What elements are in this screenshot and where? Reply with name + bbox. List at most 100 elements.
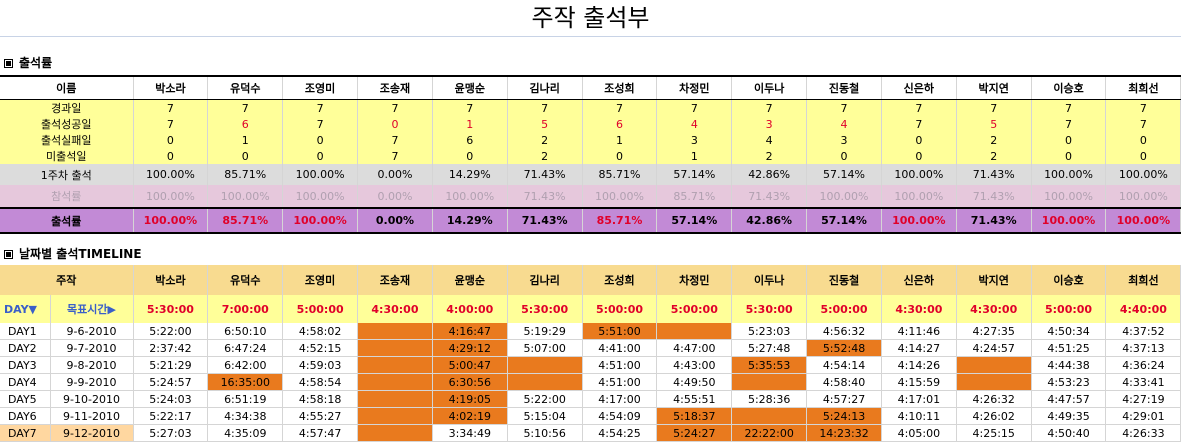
name-cell[interactable]: 유덕수 [207,75,284,100]
stat-value-cell[interactable]: 7 [881,116,957,132]
name-cell[interactable]: 유덕수 [207,265,284,295]
stat-value-cell[interactable]: 5 [956,116,1032,132]
stat-value-cell[interactable]: 7 [133,99,209,116]
stat-value-cell[interactable]: 100.00% [282,185,359,208]
time-cell[interactable]: 4:47:57 [1031,390,1107,408]
stat-value-cell[interactable]: 7 [956,99,1032,116]
time-cell[interactable]: 4:37:52 [1105,323,1181,340]
stat-value-cell[interactable]: 85.71% [582,207,658,234]
time-cell[interactable]: 2:37:42 [133,339,209,357]
time-cell[interactable]: 4:44:38 [1031,356,1107,374]
stat-value-cell[interactable]: 100.00% [207,185,284,208]
stat-value-cell[interactable]: 100.00% [881,207,957,234]
date-cell[interactable]: 9-12-2010 [50,424,134,442]
name-cell[interactable]: 조성희 [582,265,658,295]
stat-value-cell[interactable]: 0 [282,148,359,164]
time-cell[interactable]: 6:30:56 [432,373,508,391]
name-cell[interactable]: 김나리 [507,265,583,295]
time-cell[interactable]: 4:05:00 [881,424,957,442]
stat-value-cell[interactable]: 100.00% [282,207,359,234]
name-cell[interactable]: 박지연 [956,265,1032,295]
stat-value-cell[interactable]: 7 [207,99,284,116]
time-cell[interactable]: 5:00:47 [432,356,508,374]
goal-time-cell[interactable]: 5:30:00 [731,295,808,323]
time-cell[interactable]: 4:26:02 [956,407,1032,425]
stat-value-cell[interactable]: 7 [582,99,658,116]
name-header-cell[interactable]: 이름 [0,75,134,100]
time-cell[interactable]: 5:51:00 [582,323,658,340]
stat-label-cell[interactable]: 출석성공일 [0,116,134,132]
stat-value-cell[interactable]: 57.14% [656,207,733,234]
time-cell[interactable]: 4:58:40 [806,373,882,391]
time-cell[interactable]: 5:35:53 [731,356,808,374]
time-cell[interactable]: 4:33:41 [1105,373,1181,391]
stat-value-cell[interactable]: 71.43% [956,164,1032,185]
stat-value-cell[interactable]: 1 [656,148,733,164]
stat-value-cell[interactable]: 7 [1105,99,1181,116]
goal-time-cell[interactable]: 4:40:00 [1105,295,1181,323]
name-cell[interactable]: 박소라 [133,265,209,295]
time-cell[interactable]: 4:26:32 [956,390,1032,408]
stat-value-cell[interactable]: 7 [282,116,359,132]
stat-value-cell[interactable]: 100.00% [881,185,957,208]
time-cell[interactable]: 5:22:00 [133,323,209,340]
stat-value-cell[interactable]: 85.71% [207,207,284,234]
goal-time-cell[interactable]: 5:00:00 [282,295,359,323]
name-cell[interactable]: 윤맹순 [432,265,508,295]
stat-value-cell[interactable]: 7 [357,99,433,116]
stat-value-cell[interactable]: 4 [806,116,882,132]
stat-value-cell[interactable]: 100.00% [881,164,957,185]
stat-value-cell[interactable]: 4 [656,116,733,132]
stat-value-cell[interactable]: 100.00% [1105,185,1181,208]
stat-value-cell[interactable]: 0 [1105,132,1181,148]
date-cell[interactable]: 9-6-2010 [50,323,134,340]
stat-value-cell[interactable]: 57.14% [806,164,882,185]
name-cell[interactable]: 윤맹순 [432,75,508,100]
time-cell[interactable]: 22:22:00 [731,424,808,442]
time-cell[interactable]: 5:19:29 [507,323,583,340]
time-cell[interactable]: 5:07:00 [507,339,583,357]
time-cell[interactable]: 4:34:38 [207,407,284,425]
stat-value-cell[interactable]: 0 [282,132,359,148]
time-cell[interactable]: 4:57:47 [282,424,359,442]
name-cell[interactable]: 박지연 [956,75,1032,100]
time-cell[interactable]: 5:22:00 [507,390,583,408]
name-cell[interactable]: 신은하 [881,75,957,100]
stat-label-cell[interactable]: 출석실패일 [0,132,134,148]
time-cell[interactable]: 16:35:00 [207,373,284,391]
goal-time-cell[interactable]: 5:00:00 [806,295,882,323]
time-cell[interactable]: 4:50:34 [1031,323,1107,340]
stat-value-cell[interactable]: 2 [507,148,583,164]
time-cell[interactable]: 5:21:29 [133,356,209,374]
time-cell[interactable]: 5:52:48 [806,339,882,357]
name-cell[interactable]: 이승호 [1031,75,1107,100]
name-cell[interactable]: 조성희 [582,75,658,100]
time-cell[interactable]: 4:02:19 [432,407,508,425]
timeline-header-cell[interactable]: 주작 [0,265,134,295]
stat-value-cell[interactable]: 7 [1105,116,1181,132]
stat-value-cell[interactable]: 0 [133,132,209,148]
time-cell[interactable]: 5:24:57 [133,373,209,391]
stat-value-cell[interactable]: 85.71% [582,164,658,185]
stat-value-cell[interactable]: 0 [881,148,957,164]
time-cell[interactable] [507,356,583,374]
stat-value-cell[interactable]: 0.00% [357,185,433,208]
stat-value-cell[interactable]: 71.43% [507,207,583,234]
stat-label-cell[interactable]: 참석률 [0,185,134,208]
time-cell[interactable] [656,323,733,340]
stat-value-cell[interactable]: 2 [731,148,808,164]
stat-value-cell[interactable]: 7 [656,99,733,116]
goal-time-cell[interactable]: 5:30:00 [133,295,209,323]
time-cell[interactable]: 4:14:27 [881,339,957,357]
stat-value-cell[interactable]: 14.29% [432,207,508,234]
stat-value-cell[interactable]: 4 [731,132,808,148]
goal-time-cell[interactable]: 5:00:00 [1031,295,1107,323]
stat-value-cell[interactable]: 0 [133,148,209,164]
time-cell[interactable]: 4:14:26 [881,356,957,374]
stat-value-cell[interactable]: 0 [806,148,882,164]
stat-value-cell[interactable]: 100.00% [1031,207,1107,234]
time-cell[interactable]: 4:10:11 [881,407,957,425]
stat-value-cell[interactable]: 0 [357,116,433,132]
stat-value-cell[interactable]: 7 [806,99,882,116]
name-cell[interactable]: 이두나 [731,75,808,100]
